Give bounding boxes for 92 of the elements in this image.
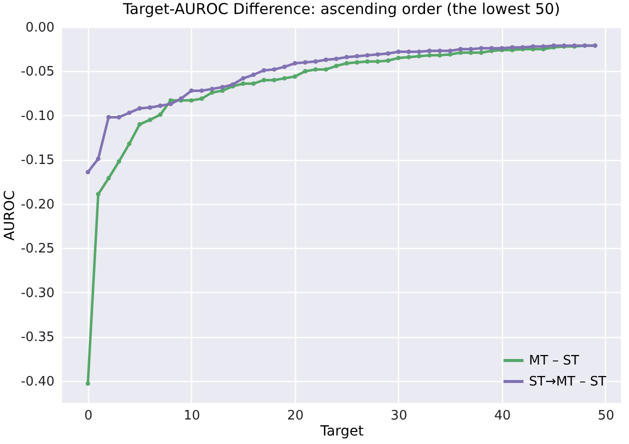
point [313,67,318,72]
point [272,78,276,82]
point [365,53,370,58]
point [106,176,111,181]
point [386,51,390,56]
point [375,59,380,64]
point [416,54,422,58]
legend-label: MT – ST [529,354,580,368]
point [189,98,194,103]
point [189,88,194,93]
point [200,96,204,101]
point [324,58,328,62]
point [324,67,328,72]
point [396,50,401,54]
point [375,52,380,57]
point [282,76,287,81]
point [292,61,298,66]
x-tick-label: 10 [184,408,200,424]
point [220,84,225,90]
point [313,59,318,64]
point [96,192,100,196]
point [354,60,360,65]
y-tick-label: 0.00 [26,20,54,36]
x-tick-label: 0 [84,408,93,424]
point [262,68,266,73]
point [86,170,90,174]
point [334,64,339,68]
y-axis-title: AUROC [2,190,18,241]
y-tick-label: -0.10 [20,108,54,124]
point [489,46,494,50]
x-tick-label: 30 [390,408,408,424]
point [438,53,442,58]
point [344,61,349,66]
point [510,45,515,50]
point [365,59,370,64]
point [158,104,163,108]
point [148,118,152,122]
y-tick-label: -0.25 [20,242,54,257]
point [251,81,256,86]
point [251,72,256,78]
point [272,67,276,72]
point [530,44,536,49]
point [406,54,412,60]
point [334,56,339,62]
point [354,54,360,58]
point [240,76,246,81]
point [127,142,132,146]
x-axis-title: Target [319,424,364,440]
point [448,48,452,54]
y-tick-label: -0.40 [20,374,54,390]
point [148,105,152,110]
point [292,74,298,79]
legend-label: ST→MT – ST [529,374,606,390]
point [116,159,122,164]
point [158,112,163,117]
point [86,381,90,386]
point [468,46,474,52]
point [479,46,484,50]
point [416,50,422,54]
point [541,44,546,49]
point [200,88,204,93]
point [262,78,266,82]
point [168,102,173,106]
y-tick-label: -0.20 [20,197,54,212]
point [116,115,122,120]
point [427,53,432,58]
point [303,69,308,74]
point [303,60,308,65]
y-tick-label: -0.05 [20,64,54,80]
point [127,110,132,116]
x-tick-label: 40 [494,408,511,424]
point [396,56,401,60]
point [240,81,246,86]
point [282,64,287,70]
point [137,106,142,111]
point [458,46,463,52]
point [427,48,432,54]
point [210,86,214,92]
y-tick-label: -0.30 [20,286,54,301]
point [479,50,484,55]
point [137,122,142,127]
point [406,50,412,54]
point [438,48,442,54]
y-tick-label: -0.15 [20,153,54,168]
chart-title: Target-AUROC Difference: ascending order (the lowest 50) [122,0,560,18]
x-tick-label: 50 [598,408,614,424]
point [106,115,111,120]
x-tick-label: 20 [287,408,304,424]
point [96,156,100,162]
y-tick-label: -0.35 [20,330,54,346]
point [344,54,349,60]
point [386,58,390,63]
